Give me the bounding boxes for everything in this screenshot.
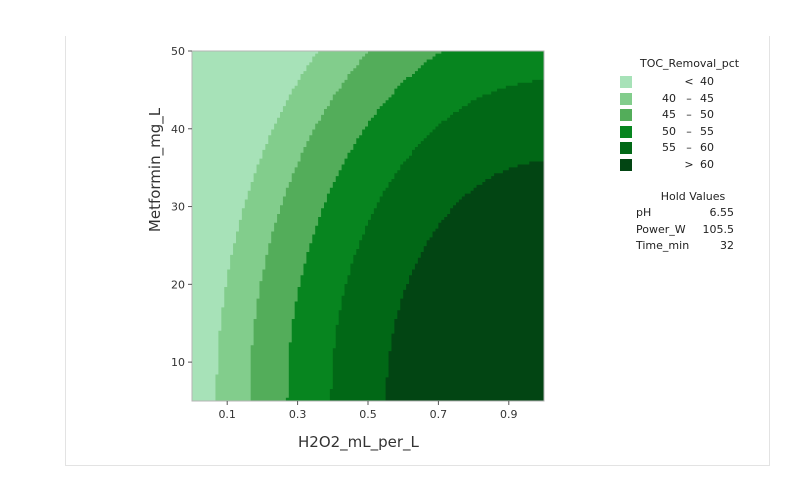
y-tick-label-3: 40	[171, 123, 185, 136]
hold-name-2: Time_min	[636, 239, 690, 252]
legend-high-2: 50	[700, 108, 714, 122]
y-tick-label-2: 30	[171, 201, 185, 214]
legend-operator-2: –	[686, 108, 692, 122]
hold-row-2: Time_min 32	[636, 239, 746, 256]
hold-value-0: 6.55	[709, 206, 735, 219]
legend-title: TOC_Removal_pct	[640, 57, 740, 70]
legend-entry-4: 55–60	[620, 140, 750, 157]
legend-high-1: 45	[700, 91, 714, 105]
legend-operator-5: >	[684, 157, 694, 171]
legend-entry-2: 45–50	[620, 107, 750, 124]
legend-low-1: 40	[662, 91, 676, 105]
hold-row-0: pH 6.55	[636, 206, 746, 223]
legend-low-4: 55	[662, 141, 676, 155]
x-tick-label-1: 0.3	[289, 408, 307, 421]
legend-operator-1: –	[686, 91, 692, 105]
x-axis-label: H2O2_mL_per_L	[298, 433, 419, 451]
hold-value-2: 32	[720, 239, 734, 252]
y-tick-label-1: 20	[171, 278, 185, 291]
legend-swatch-2	[620, 109, 632, 122]
legend-swatch-1	[620, 92, 632, 105]
legend-high-0: 40	[700, 75, 714, 88]
x-tick-label-4: 0.9	[500, 408, 518, 421]
legend-operator-3: –	[686, 124, 692, 138]
legend-entry-0: <40	[620, 74, 750, 91]
y-tick-label-0: 10	[171, 356, 185, 369]
legend-operator-4: –	[686, 141, 692, 155]
hold-value-1: 105.5	[702, 222, 735, 236]
legend-swatch-5	[620, 158, 632, 171]
legend-entry-3: 50–55	[620, 124, 750, 141]
legend-entry-1: 40–45	[620, 91, 750, 108]
legend-high-4: 60	[700, 141, 714, 155]
legend-swatch-4	[620, 142, 632, 155]
legend-low-3: 50	[662, 124, 676, 138]
y-axis-label: Metformin_mg_L	[146, 107, 164, 233]
x-tick-label-0: 0.1	[218, 408, 236, 421]
legend-swatch-3	[620, 125, 632, 138]
hold-name-1: Power_W	[636, 222, 686, 236]
legend-high-3: 55	[700, 124, 714, 138]
legend-low-2: 45	[662, 108, 676, 122]
legend-entry-5: >60	[620, 157, 750, 174]
y-tick-label-4: 50	[171, 45, 185, 58]
hold-row-1: Power_W 105.5	[636, 223, 746, 240]
x-tick-label-2: 0.5	[359, 408, 377, 421]
legend-high-5: 60	[700, 157, 714, 171]
legend: TOC_Removal_pct <40 40–45 45–50 50–55 55–60 >…	[620, 57, 750, 174]
contour-band-5	[385, 161, 544, 401]
x-tick-label-3: 0.7	[430, 408, 448, 421]
hold-values-title: Hold Values	[660, 190, 726, 203]
legend-operator-0: <	[684, 75, 694, 88]
hold-values-panel: Hold Values pH 6.55 Power_W 105.5 Time_min 32	[636, 190, 746, 256]
legend-swatch-0	[620, 76, 632, 88]
hold-name-0: pH	[636, 206, 652, 219]
